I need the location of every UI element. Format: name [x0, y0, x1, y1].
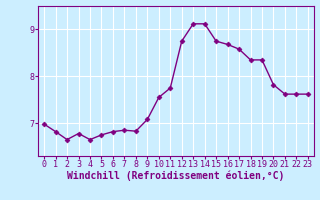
X-axis label: Windchill (Refroidissement éolien,°C): Windchill (Refroidissement éolien,°C)	[67, 171, 285, 181]
